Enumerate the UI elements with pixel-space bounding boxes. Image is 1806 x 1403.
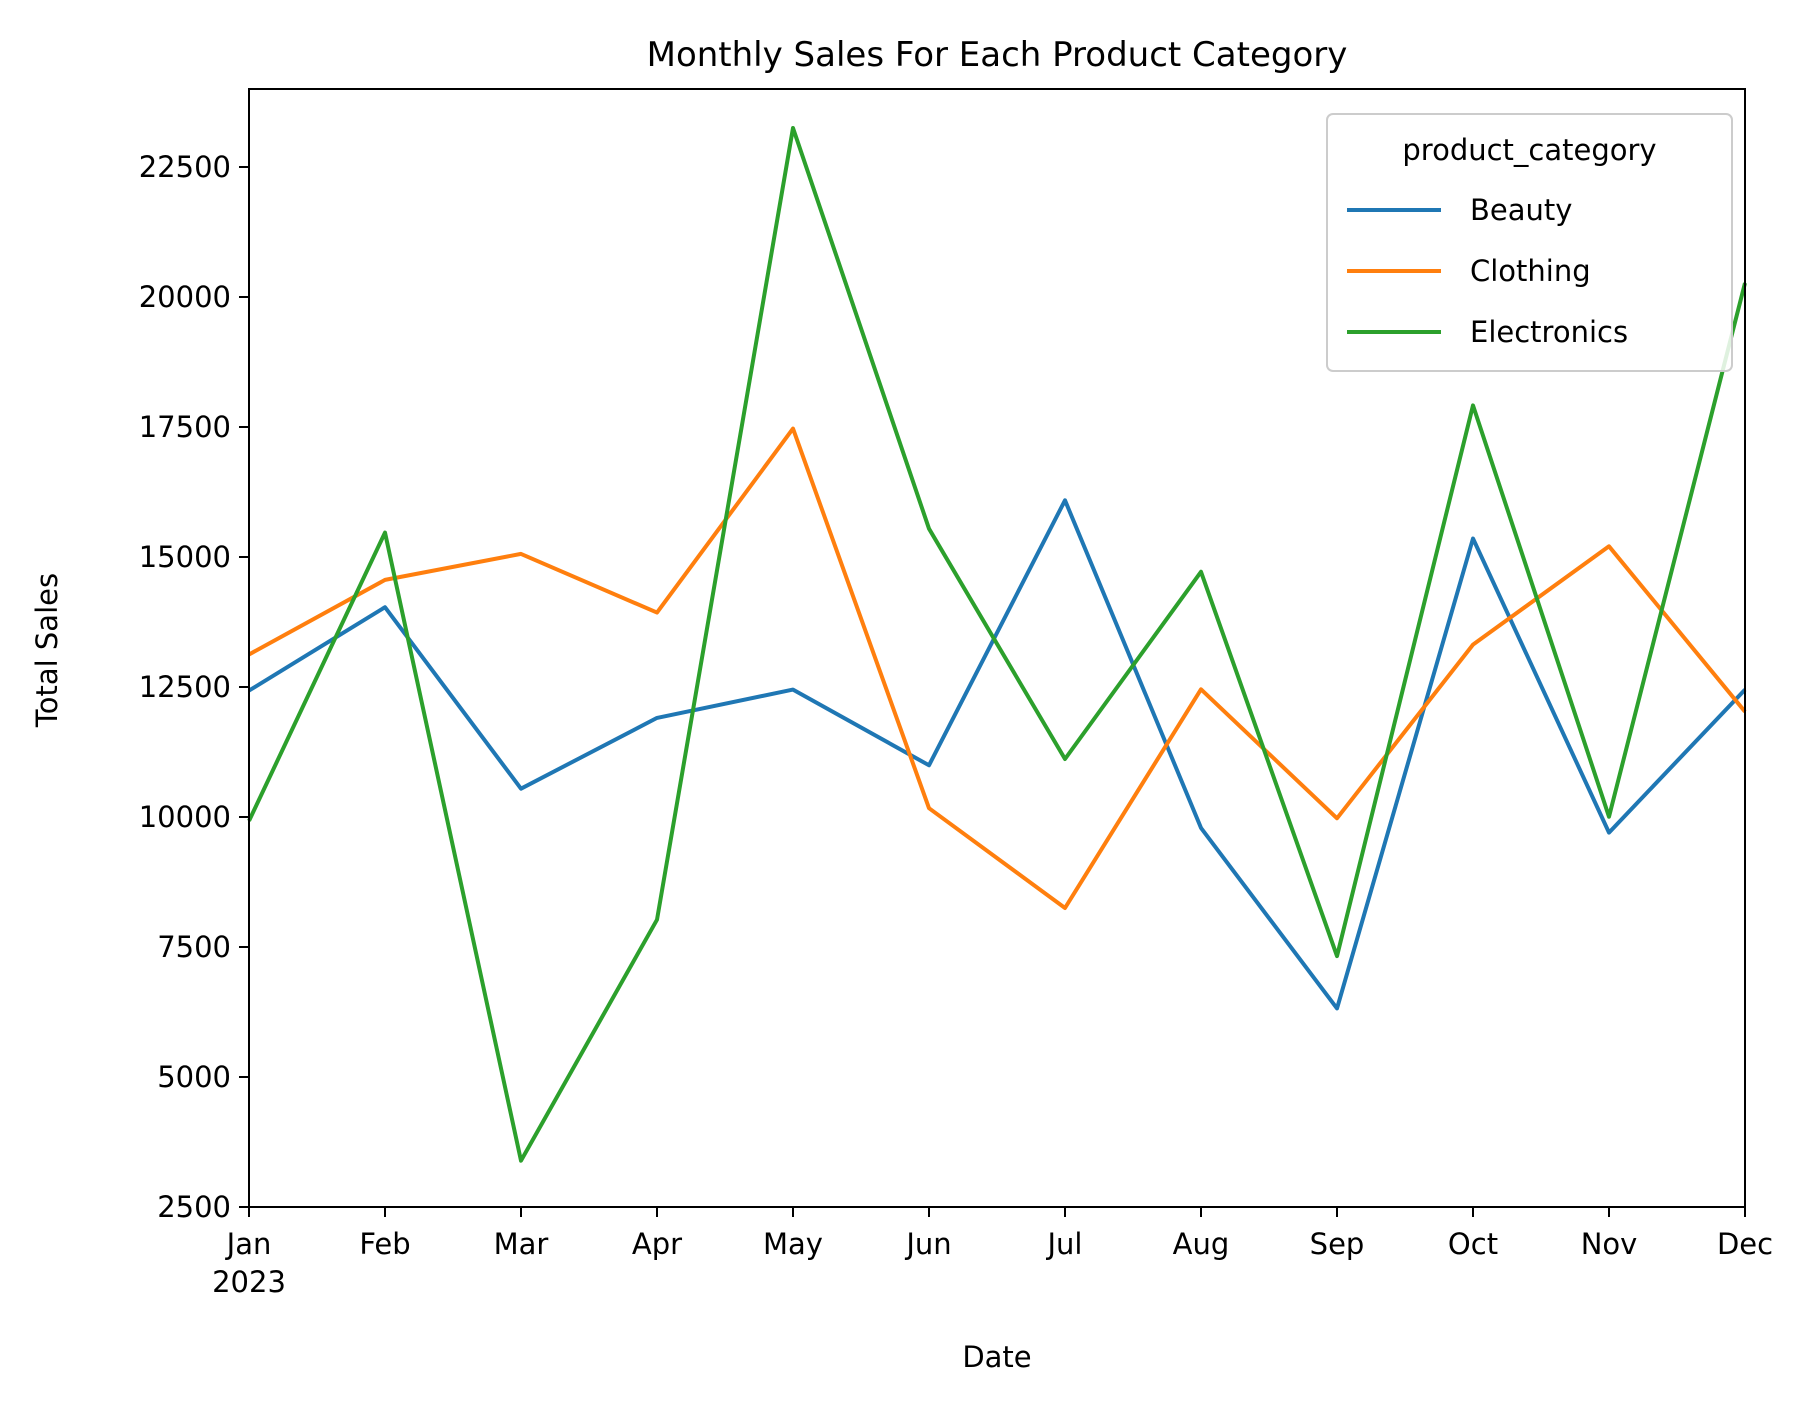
x-tick-label: Jun — [904, 1227, 951, 1261]
axes-frame — [248, 88, 1746, 1208]
x-tick-label: May — [763, 1227, 823, 1261]
y-tick-label: 20000 — [139, 280, 231, 314]
x-year-label: 2023 — [212, 1265, 286, 1299]
x-tick-label: Dec — [1717, 1227, 1773, 1261]
x-tick-label: Mar — [494, 1227, 549, 1261]
legend-box — [1326, 113, 1733, 372]
series-line-electronics — [247, 126, 1747, 1163]
x-axis-label: Date — [962, 1340, 1031, 1374]
legend-title: product_category — [1402, 133, 1656, 167]
y-tick-label: 7500 — [157, 930, 231, 964]
y-axis-label: Total Sales — [30, 573, 64, 728]
y-tick-label: 22500 — [139, 150, 231, 184]
series-line-clothing — [248, 426, 1747, 910]
x-tick-label: Oct — [1448, 1227, 1498, 1261]
x-tick-label: Nov — [1581, 1227, 1638, 1261]
legend-label-clothing: Clothing — [1470, 254, 1591, 288]
x-tick-label: Jan — [225, 1227, 272, 1261]
y-tick-label: 10000 — [139, 800, 231, 834]
y-tick-label: 12500 — [139, 670, 231, 704]
y-tick-label: 15000 — [139, 540, 231, 574]
y-axis: 2500 5000 7500 10000 12500 15000 17500 20000 225… — [139, 150, 249, 1224]
legend: product_category Beauty Clothing Electronic… — [1326, 113, 1733, 372]
x-tick-label: Sep — [1310, 1227, 1365, 1261]
x-tick-label: Aug — [1173, 1227, 1230, 1261]
plot-area — [247, 88, 1747, 1208]
series-line-beauty — [247, 498, 1747, 1011]
y-tick-label: 2500 — [157, 1190, 231, 1224]
x-tick-label: Feb — [359, 1227, 410, 1261]
y-tick-label: 17500 — [139, 410, 231, 444]
legend-label-electronics: Electronics — [1470, 315, 1628, 349]
y-tick-label: 5000 — [157, 1060, 231, 1094]
x-axis: Jan Feb Mar Apr May Jun Jul Aug Sep Oct Nov Dec 2023 — [212, 1207, 1773, 1299]
chart-title: Monthly Sales For Each Product Category — [647, 35, 1348, 75]
x-tick-label: Jul — [1046, 1227, 1083, 1261]
x-tick-label: Apr — [632, 1227, 682, 1261]
legend-label-beauty: Beauty — [1470, 193, 1572, 227]
